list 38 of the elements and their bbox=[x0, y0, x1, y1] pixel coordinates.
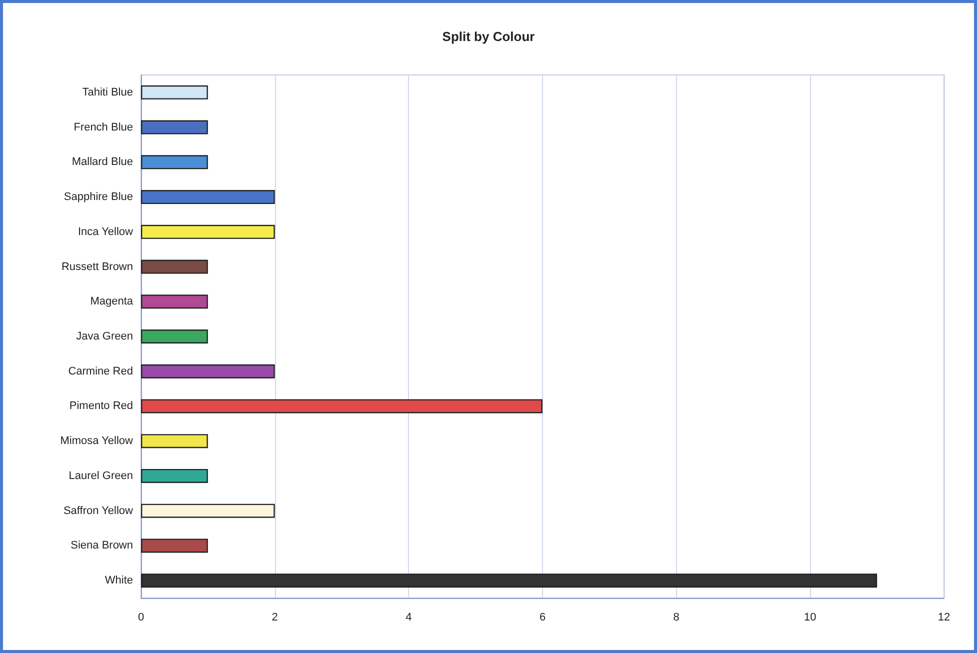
y-tick-label: Siena Brown bbox=[70, 540, 133, 552]
y-tick-label: Carmine Red bbox=[68, 365, 133, 378]
x-tick-label: 2 bbox=[272, 612, 278, 624]
y-tick-label: Inca Yellow bbox=[78, 226, 134, 238]
bar bbox=[141, 120, 208, 134]
bar bbox=[141, 399, 542, 414]
bar bbox=[141, 190, 275, 204]
x-tick-label: 8 bbox=[673, 612, 680, 624]
bar bbox=[141, 260, 208, 274]
y-tick-label: Magenta bbox=[90, 296, 134, 308]
y-tick-label: Laurel Green bbox=[68, 470, 133, 482]
x-tick-label: 12 bbox=[938, 612, 950, 624]
y-tick-label: Tahiti Blue bbox=[82, 86, 133, 98]
y-tick-label: White bbox=[104, 574, 133, 587]
bar bbox=[141, 330, 208, 344]
bar bbox=[141, 538, 208, 553]
bar bbox=[141, 364, 275, 378]
bar bbox=[141, 155, 208, 170]
y-tick-label: Mimosa Yellow bbox=[60, 435, 134, 448]
x-tick-label: 10 bbox=[804, 612, 816, 624]
bar bbox=[141, 468, 208, 483]
y-tick-label: Sapphire Blue bbox=[64, 191, 133, 204]
y-tick-label: Russett Brown bbox=[61, 260, 133, 273]
y-tick-label: Mallard Blue bbox=[72, 156, 133, 168]
x-tick-label: 0 bbox=[138, 612, 144, 624]
y-tick-label: French Blue bbox=[74, 121, 133, 134]
bar bbox=[141, 434, 208, 448]
bar bbox=[141, 85, 208, 100]
y-tick-label: Pimento Red bbox=[69, 400, 133, 412]
bar bbox=[141, 504, 275, 518]
bar bbox=[141, 574, 878, 588]
y-tick-label: Java Green bbox=[76, 330, 133, 342]
x-tick-label: 4 bbox=[406, 612, 412, 624]
chart-title: Split by Colour bbox=[442, 29, 535, 44]
x-tick-label: 6 bbox=[539, 612, 546, 624]
bar bbox=[141, 294, 208, 309]
y-tick-label: Saffron Yellow bbox=[63, 504, 134, 517]
bar bbox=[141, 224, 275, 239]
